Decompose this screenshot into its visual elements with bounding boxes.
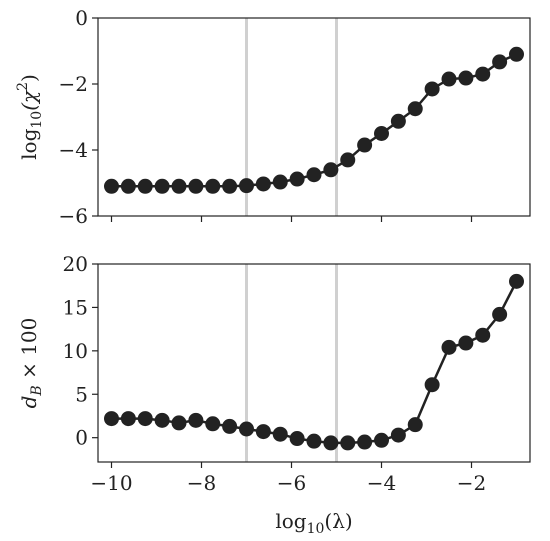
- bot-data-point: [407, 417, 423, 433]
- bot-y-tick-label: 5: [75, 382, 88, 406]
- bot-y-tick-label: 0: [75, 426, 88, 450]
- top-y-axis-label: log10(χ2): [15, 74, 45, 160]
- bot-data-point: [154, 412, 170, 428]
- top-data-point: [154, 178, 170, 194]
- bot-data-point: [374, 432, 389, 448]
- top-data-point: [475, 66, 491, 82]
- bot-y-tick-label: 15: [63, 295, 88, 319]
- x-tick-label: −6: [277, 471, 306, 495]
- top-data-point: [171, 178, 187, 194]
- bot-data-point: [188, 412, 204, 428]
- top-data-point: [289, 171, 305, 187]
- bot-data-point: [441, 339, 457, 355]
- bot-data-point: [340, 435, 356, 451]
- top-data-point: [255, 176, 271, 192]
- top-y-tick-label: 0: [75, 6, 88, 30]
- bot-data-point: [475, 327, 491, 343]
- bot-data-point: [272, 426, 288, 442]
- bot-data-point: [306, 433, 322, 449]
- top-data-point: [407, 101, 423, 117]
- x-tick-label: −8: [187, 471, 216, 495]
- top-data-point: [458, 70, 474, 86]
- x-tick-label: −10: [90, 471, 132, 495]
- bot-data-point: [255, 424, 271, 440]
- bot-data-point: [323, 435, 339, 451]
- bottom-panel: 0 5 10 15 20 −10 −8 −6 −4 −2 dB × 100 log10(λ): [17, 252, 531, 537]
- bot-data-point: [458, 335, 474, 351]
- top-data-point: [205, 178, 221, 194]
- bot-data-point: [137, 411, 153, 427]
- x-tick-label: −4: [367, 471, 396, 495]
- top-series-line: [111, 53, 518, 188]
- bot-data-point: [390, 427, 406, 443]
- bot-data-point: [509, 273, 524, 289]
- top-data-point: [137, 178, 153, 194]
- bot-data-point: [120, 411, 136, 427]
- top-data-point: [509, 46, 524, 62]
- bot-data-point: [239, 421, 254, 437]
- top-data-point: [424, 81, 440, 97]
- bot-data-point: [222, 418, 238, 434]
- top-data-point: [120, 178, 136, 194]
- bottom-plot-frame: [97, 263, 531, 463]
- top-data-point: [492, 54, 508, 70]
- bot-series-line: [111, 280, 518, 445]
- top-data-point: [323, 162, 339, 178]
- top-data-point: [390, 113, 406, 129]
- top-data-point: [306, 167, 322, 183]
- bot-data-point: [289, 431, 305, 447]
- bot-y-tick-label: 10: [63, 339, 88, 363]
- top-y-tick-label: −4: [59, 138, 88, 162]
- top-data-point: [239, 178, 254, 194]
- bot-data-point: [104, 411, 119, 427]
- bot-data-point: [171, 415, 187, 431]
- top-data-point: [222, 178, 238, 194]
- top-data-point: [357, 137, 373, 153]
- top-data-point: [340, 152, 356, 168]
- top-panel: −6 −4 −2 0 log10(χ2): [15, 6, 531, 228]
- top-data-point: [104, 178, 119, 194]
- top-y-tick-label: −6: [59, 204, 88, 228]
- top-y-tick-label: −2: [59, 72, 88, 96]
- top-plot-frame: [97, 17, 531, 217]
- bot-y-tick-label: 20: [63, 252, 88, 276]
- bot-data-point: [205, 416, 221, 432]
- top-data-point: [272, 174, 288, 190]
- bottom-y-axis-label: dB × 100: [17, 318, 45, 409]
- x-tick-label: −2: [457, 471, 486, 495]
- top-data-point: [374, 126, 389, 141]
- bot-data-point: [424, 377, 440, 393]
- top-data-point: [441, 71, 457, 87]
- top-data-point: [188, 178, 204, 194]
- bot-data-point: [357, 434, 373, 450]
- x-axis-label: log10(λ): [275, 509, 352, 537]
- bot-data-point: [492, 306, 508, 322]
